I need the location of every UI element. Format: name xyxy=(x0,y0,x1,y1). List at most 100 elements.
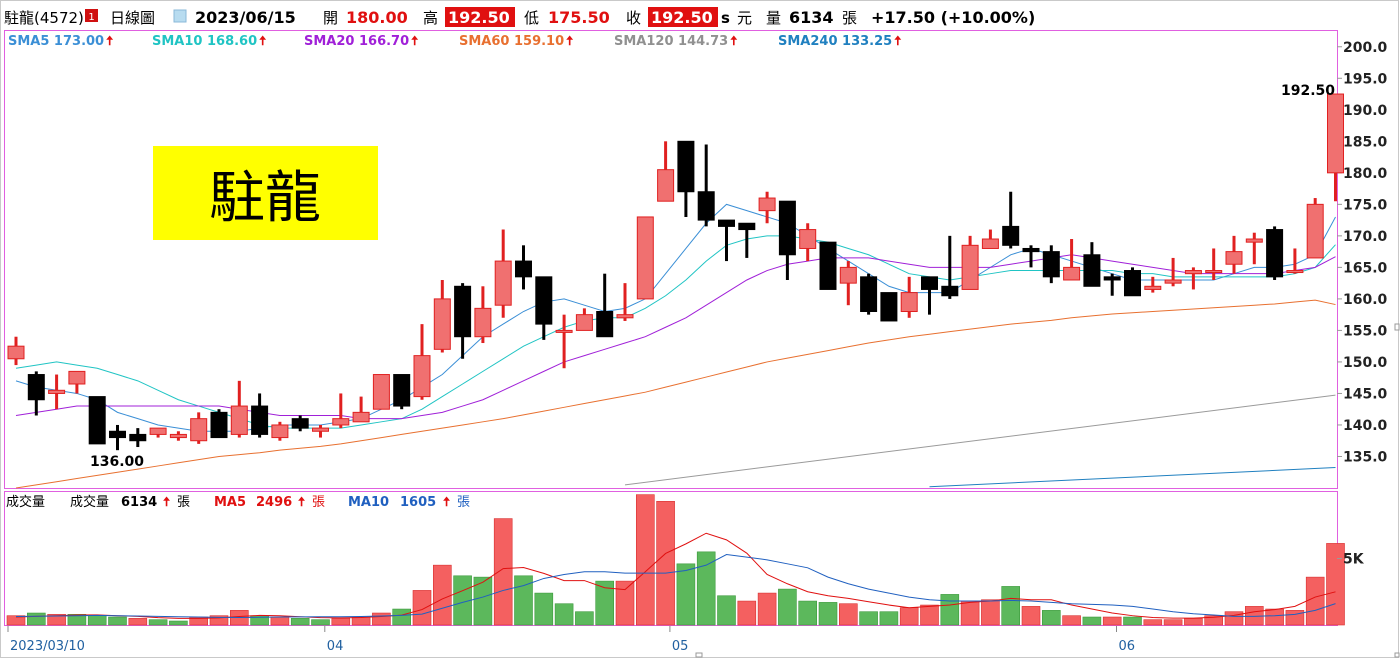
quote-header: 駐龍(4572) 1 日線圖 2023/06/15 開 180.00 高 192… xyxy=(4,7,1035,27)
volume-bar-down xyxy=(595,580,615,626)
candle-up xyxy=(1245,238,1263,243)
candle-up xyxy=(7,345,25,360)
candle-up xyxy=(433,298,451,350)
volume-bar-up xyxy=(1143,619,1163,626)
candle-down xyxy=(1022,247,1040,253)
quote-date: 2023/06/15 xyxy=(195,8,296,27)
candle-down xyxy=(1083,254,1101,287)
volume-bar-up xyxy=(351,616,371,626)
candle-up xyxy=(1225,251,1243,265)
vol-ma5-value: 2496 xyxy=(256,495,292,510)
volume-bar-up xyxy=(1305,576,1325,626)
low-value: 175.50 xyxy=(548,8,610,27)
candle-up xyxy=(657,169,675,202)
volume-axis: 5K xyxy=(1337,552,1365,568)
volume-bar-up xyxy=(6,615,26,626)
candle-down xyxy=(697,191,715,221)
time-axis: 2023/03/10 04 05 06 xyxy=(7,626,1136,654)
candle-up xyxy=(68,370,86,385)
candle-down xyxy=(596,311,614,338)
price-tick-label: 140.0 xyxy=(1343,418,1388,434)
low-label: 低 xyxy=(524,9,539,27)
candle-up xyxy=(636,216,654,300)
volume-bar-down xyxy=(290,618,310,626)
stock-name: 駐龍(4572) xyxy=(4,9,84,27)
candle-down xyxy=(393,374,411,407)
volume-label: 量 xyxy=(766,9,781,27)
volume-value: 6134 xyxy=(789,8,834,27)
candle-up xyxy=(190,418,208,442)
volume-bar-down xyxy=(696,551,716,626)
sma-line-sma120 xyxy=(624,394,1336,486)
volume-bar-up xyxy=(331,618,351,626)
volume-bar-up xyxy=(737,600,757,626)
candle-down xyxy=(1266,229,1284,278)
volume-bar-up xyxy=(47,614,66,626)
price-tick-label: 175.0 xyxy=(1343,197,1388,213)
candle-up xyxy=(1063,266,1081,281)
candle-up xyxy=(271,424,289,439)
price-tick-label: 170.0 xyxy=(1343,229,1388,245)
candle-up xyxy=(352,411,370,423)
high-label: 高 xyxy=(423,9,438,27)
vol-ma5-arrow: 🠅 xyxy=(298,495,305,510)
candle-down xyxy=(1042,251,1060,278)
candle-down xyxy=(860,276,878,313)
candle-up xyxy=(1144,285,1162,290)
unit-s: s xyxy=(721,9,730,27)
volume-bar-up xyxy=(128,618,148,626)
candle-down xyxy=(1002,225,1020,246)
candle-down xyxy=(738,222,756,231)
ma-legend-item: SMA60 159.10 xyxy=(459,34,564,49)
ma-legend-item: SMA120 144.73 xyxy=(614,34,728,49)
volume-bar-up xyxy=(899,607,919,626)
volume-bar-up xyxy=(838,603,858,626)
candle-down xyxy=(880,292,898,322)
volume-ma-lines xyxy=(15,532,1336,619)
volume-bar-up xyxy=(920,604,939,626)
low-annotation: 136.00 xyxy=(90,454,144,470)
dropdown-icon[interactable] xyxy=(173,9,187,23)
vol-ma10-value: 1605 xyxy=(400,495,436,510)
volume-ma5-line xyxy=(15,532,1336,619)
candle-up xyxy=(230,405,248,435)
volume-bar-down xyxy=(1123,616,1142,626)
volume-bar-up xyxy=(1163,619,1183,626)
candle-up xyxy=(1306,203,1324,259)
time-tick-label: 06 xyxy=(1119,639,1136,654)
chart-kind: 日線圖 xyxy=(110,9,155,27)
candle-down xyxy=(677,140,695,193)
volume-legend-unit: 張 xyxy=(177,495,190,510)
candle-up xyxy=(169,433,187,439)
volume-bar-down xyxy=(554,603,574,626)
price-tick-label: 145.0 xyxy=(1343,386,1388,402)
price-tick-label: 165.0 xyxy=(1343,260,1388,276)
candle-up xyxy=(1184,270,1202,275)
candle-down xyxy=(88,396,106,445)
close-label: 收 xyxy=(626,9,641,27)
vol-ma10-label: MA10 xyxy=(348,495,389,510)
volume-bar-down xyxy=(148,619,168,626)
volume-unit: 張 xyxy=(842,9,857,27)
alert-badge[interactable] xyxy=(85,9,98,22)
vol-ma5-unit: 張 xyxy=(312,495,325,510)
alert-badge-text: 1 xyxy=(88,12,94,23)
volume-legend-label: 成交量 xyxy=(70,494,109,510)
resize-handle-right[interactable] xyxy=(1394,323,1400,331)
volume-bar-up xyxy=(1204,615,1223,626)
price-panel[interactable] xyxy=(4,30,1338,489)
volume-bar-down xyxy=(514,575,533,626)
candle-up xyxy=(494,260,512,306)
volume-bar-up xyxy=(412,590,432,626)
candle-down xyxy=(251,405,269,435)
vol-ma10-unit: 張 xyxy=(457,495,470,510)
resize-handle-bottom[interactable] xyxy=(695,652,703,658)
volume-legend: 成交量 成交量 6134 🠅 張 MA5 2496 🠅 張 MA10 1605 … xyxy=(6,494,470,510)
volume-ma10-line xyxy=(15,553,1336,619)
volume-bar-down xyxy=(1001,586,1021,626)
volume-bar-up xyxy=(615,580,635,626)
resize-handle-corner[interactable] xyxy=(1394,652,1400,658)
candle-up xyxy=(900,292,918,313)
open-value: 180.00 xyxy=(346,8,408,27)
volume-bar-down xyxy=(87,615,107,626)
